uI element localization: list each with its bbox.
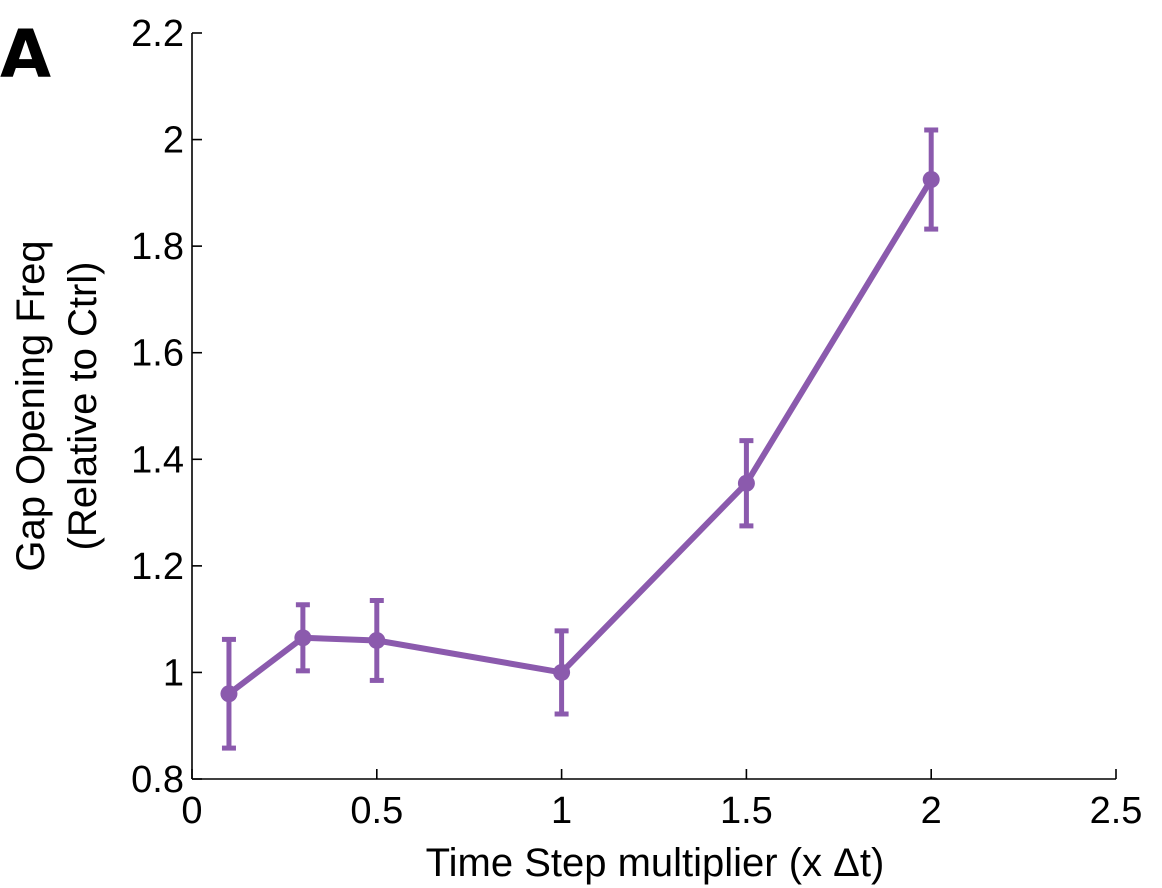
y-tick-label: 0.8 (131, 759, 184, 801)
data-point (922, 171, 940, 189)
data-point (553, 663, 571, 681)
x-tick-label: 2 (921, 790, 942, 832)
x-tick-label: 0.5 (350, 790, 403, 832)
x-tick-label: 1 (551, 790, 572, 832)
series-line (225, 176, 935, 697)
y-tick-label: 2.2 (131, 13, 184, 55)
x-tick-label: 1.5 (720, 790, 773, 832)
y-tick-label: 1.6 (131, 333, 184, 375)
panel-letter: A (0, 16, 51, 93)
data-point (368, 631, 386, 649)
x-tick-label: 2.5 (1090, 790, 1143, 832)
y-axis-ticks: 0.8 1 1.2 1.4 1.6 1.8 2 2.2 (131, 13, 202, 801)
data-point (220, 685, 238, 703)
data-point (294, 629, 312, 647)
x-tick-label: 0 (181, 790, 202, 832)
y-tick-label: 1.2 (131, 546, 184, 588)
x-axis-ticks: 0 0.5 1 1.5 2 2.5 (181, 769, 1142, 832)
y-axis-label-line-2: (Relative to Ctrl) (61, 262, 105, 551)
y-tick-label: 1 (163, 652, 184, 694)
x-axis-label: Time Step multiplier (x Δt) (426, 841, 885, 885)
y-tick-label: 1.4 (131, 439, 184, 481)
data-series (220, 127, 940, 751)
y-tick-label: 2 (163, 120, 184, 162)
data-point (737, 474, 755, 492)
axes (191, 33, 1116, 780)
y-axis-label-line-1: Gap Opening Freq (9, 240, 53, 571)
y-tick-label: 1.8 (131, 226, 184, 268)
